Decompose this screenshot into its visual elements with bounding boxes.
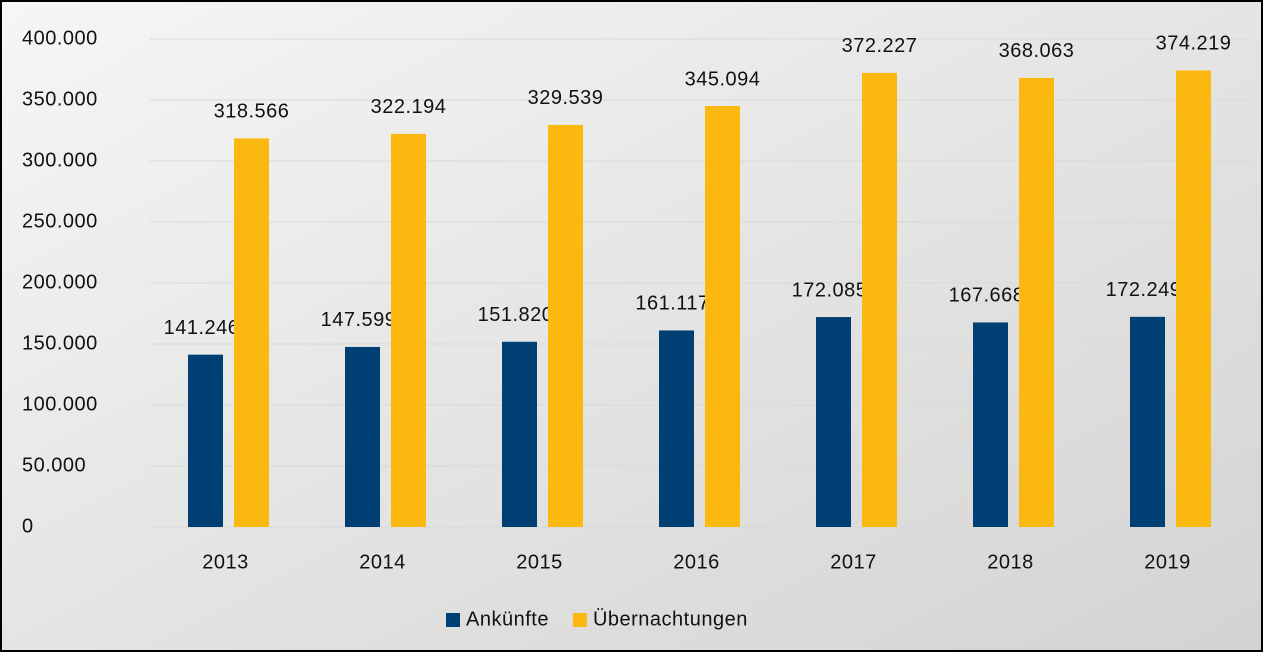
y-tick-label: 150.000 [22,332,98,354]
bar [1130,316,1165,527]
y-tick-label: 250.000 [22,210,98,232]
bar [862,72,897,527]
value-label: 318.566 [214,101,290,123]
value-label: 167.668 [949,285,1025,307]
value-label: 374.219 [1156,33,1232,55]
bar [1019,77,1054,528]
value-label: 322.194 [371,96,447,118]
bar [659,330,694,527]
legend-label: Ankünfte [466,608,549,630]
bar [1176,70,1211,527]
y-tick-label: 350.000 [22,88,98,110]
legend-swatch [572,613,587,627]
value-label: 172.085 [792,279,868,301]
y-tick-label: 200.000 [22,271,98,293]
bar [973,322,1008,527]
x-tick-label: 2019 [1144,551,1191,573]
value-label: 151.820 [478,304,554,326]
bar [705,105,740,527]
value-label: 329.539 [528,87,604,109]
value-label: 161.117 [635,293,709,315]
legend-label: Übernachtungen [593,608,748,630]
y-tick-label: 50.000 [22,454,86,476]
y-tick-label: 300.000 [22,149,98,171]
y-tick-label: 100.000 [22,393,98,415]
x-tick-label: 2015 [516,551,563,573]
value-label: 141.246 [164,317,240,339]
x-tick-label: 2014 [359,551,406,573]
legend-swatch [446,613,460,627]
bar [548,124,583,528]
x-tick-label: 2018 [987,551,1034,573]
value-label: 372.227 [842,35,918,57]
x-tick-label: 2013 [202,551,249,573]
bar [391,133,426,527]
bar [816,317,851,527]
x-tick-label: 2017 [830,551,877,573]
y-tick-label: 0 [22,515,34,537]
value-label: 147.599 [321,309,397,331]
x-tick-label: 2016 [673,551,720,573]
value-label: 368.063 [999,40,1075,62]
bar [345,346,380,527]
value-label: 172.249 [1106,279,1182,301]
bar [502,341,537,527]
bar [234,138,269,527]
y-tick-label: 400.000 [22,27,98,49]
value-label: 345.094 [685,68,761,90]
bar [188,354,223,527]
